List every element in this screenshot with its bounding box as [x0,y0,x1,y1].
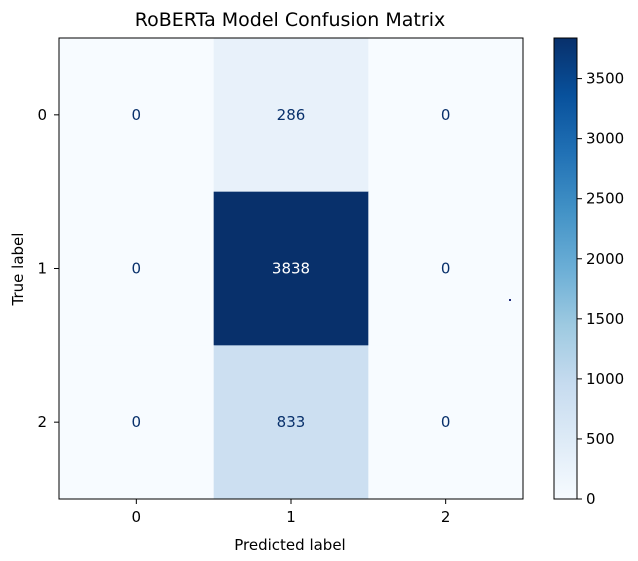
cell-value-label: 3838 [272,260,310,278]
y-tick-label: 1 [37,260,47,278]
x-tick-label: 0 [132,508,142,526]
cell-value-label: 0 [441,413,451,431]
y-axis-ticks: 0 1 2 [37,106,59,431]
cell-value-label: 0 [441,260,451,278]
stray-dot [509,299,511,301]
x-tick-label: 1 [286,508,296,526]
chart-title: RoBERTa Model Confusion Matrix [135,9,445,31]
colorbar-tick-label: 500 [586,430,615,448]
colorbar-tick-label: 1000 [586,370,624,388]
heatmap-cell [368,38,524,193]
heatmap-cells [59,38,524,500]
cell-value-label: 286 [277,106,306,124]
heatmap-cell [213,191,369,346]
colorbar-tick-label: 2500 [586,190,624,208]
heatmap-cell [368,345,524,500]
colorbar-tick-label: 3500 [586,70,624,88]
y-axis-label: True label [9,233,27,307]
heatmap-cell [213,38,369,193]
cell-value-label: 833 [277,413,306,431]
colorbar-tick-label: 0 [586,490,596,508]
y-tick-label: 2 [37,413,47,431]
cell-value-label: 0 [132,413,142,431]
heatmap-cell [368,191,524,346]
heatmap-cell [59,345,215,500]
x-axis-ticks: 0 1 2 [132,499,451,526]
heatmap-cell [59,38,215,193]
x-axis-label: Predicted label [234,536,345,554]
cell-value-label: 0 [132,106,142,124]
colorbar-tick-label: 3000 [586,130,624,148]
cell-value-label: 0 [441,106,451,124]
colorbar-tick-label: 2000 [586,250,624,268]
x-tick-label: 2 [441,508,451,526]
y-tick-label: 0 [37,106,47,124]
heatmap-cell [59,191,215,346]
heatmap-cell-labels: 0 286 0 0 3838 0 0 833 0 [132,106,451,431]
heatmap-cell [213,345,369,500]
colorbar [553,37,578,500]
cell-value-label: 0 [132,260,142,278]
colorbar-tick-label: 1500 [586,310,624,328]
colorbar-ticks: 0 500 1000 1500 2000 2500 3000 3500 [577,70,624,508]
